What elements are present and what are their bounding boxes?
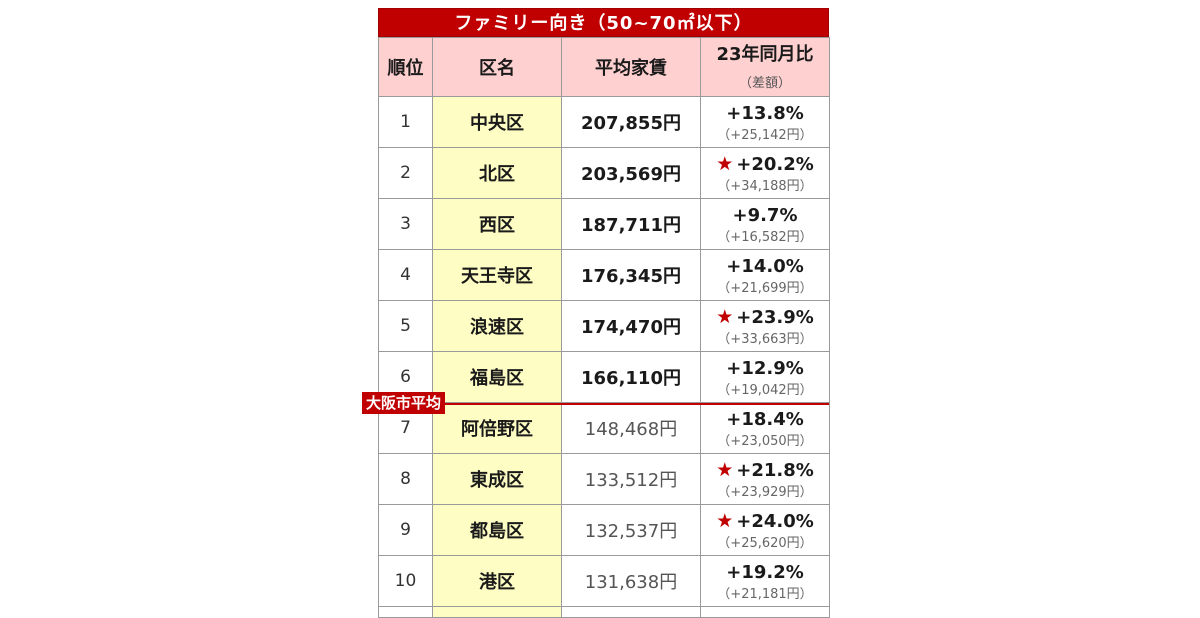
change-percent-value: +14.0% xyxy=(726,255,804,277)
change-diff: （+34,188円） xyxy=(717,179,813,194)
change-cell: ★ +21.8% （+23,929円） xyxy=(700,453,830,505)
table-row: 8 東成区 133,512円 ★ +21.8% （+23,929円） xyxy=(378,453,830,505)
change-diff: （+21,181円） xyxy=(717,586,813,602)
ward-cell: 北区 xyxy=(432,147,562,199)
rent-cell: 174,470円 xyxy=(561,300,701,352)
header-change-label: 23年同月比 xyxy=(716,43,814,65)
rent-cell: 176,345円 xyxy=(561,249,701,301)
table-row: 5 浪速区 174,470円 ★ +23.9% （+33,663円） xyxy=(378,300,830,352)
change-cell: +14.0% （+21,699円） xyxy=(700,249,830,301)
table-row: 4 天王寺区 176,345円 +14.0% （+21,699円） xyxy=(378,249,830,301)
table-row: 6 福島区 166,110円 +12.9% （+19,042円） xyxy=(378,351,830,403)
table-row: 9 都島区 132,537円 ★ +24.0% （+25,620円） xyxy=(378,504,830,556)
change-percent-value: +20.2% xyxy=(736,154,814,175)
table-row: 1 中央区 207,855円 +13.8% （+25,142円） xyxy=(378,96,830,148)
star-icon: ★ xyxy=(716,306,734,328)
change-percent: ★ +24.0% xyxy=(701,512,829,531)
table-row-partial xyxy=(378,606,830,618)
change-cell: +18.4% （+23,050円） xyxy=(700,402,830,454)
rank-cell: 8 xyxy=(378,453,433,505)
city-average-label: 大阪市平均 xyxy=(362,392,446,414)
change-diff: （+23,929円） xyxy=(717,485,813,500)
table-title: ファミリー向き（50~70㎡以下） xyxy=(378,8,829,37)
rank-cell: 3 xyxy=(378,198,433,250)
change-percent: ★ +21.8% xyxy=(701,461,829,480)
ward-cell: 浪速区 xyxy=(432,300,562,352)
rent-cell: 131,638円 xyxy=(561,555,701,607)
rent-cell: 203,569円 xyxy=(561,147,701,199)
rank-cell: 5 xyxy=(378,300,433,352)
ranking-table: 順位 区名 平均家賃 23年同月比 （差額） 1 中央区 207,855円 +13.8… xyxy=(378,37,830,618)
change-cell: +9.7% （+16,582円） xyxy=(700,198,830,250)
change-percent: +14.0% xyxy=(701,255,829,277)
change-percent-value: +18.4% xyxy=(726,408,804,430)
table-row: 2 北区 203,569円 ★ +20.2% （+34,188円） xyxy=(378,147,830,199)
rank-cell: 10 xyxy=(378,555,433,607)
change-diff: （+23,050円） xyxy=(717,433,813,449)
change-diff: （+16,582円） xyxy=(717,229,813,245)
rent-cell: 148,468円 xyxy=(561,402,701,454)
change-percent-value: +24.0% xyxy=(736,511,814,532)
change-cell: ★ +20.2% （+34,188円） xyxy=(700,147,830,199)
change-percent: +18.4% xyxy=(701,408,829,430)
header-row: 順位 区名 平均家賃 23年同月比 （差額） xyxy=(378,37,830,97)
rank-cell: 4 xyxy=(378,249,433,301)
change-percent: +12.9% xyxy=(701,357,829,379)
ward-cell: 東成区 xyxy=(432,453,562,505)
city-average-line xyxy=(378,403,829,405)
header-ward: 区名 xyxy=(432,37,562,97)
header-rank: 順位 xyxy=(378,37,433,97)
change-diff: （+25,620円） xyxy=(717,536,813,551)
change-percent-value: +21.8% xyxy=(736,460,814,481)
change-diff: （+33,663円） xyxy=(717,332,813,347)
rent-cell: 132,537円 xyxy=(561,504,701,556)
change-percent-value: +19.2% xyxy=(726,561,804,583)
change-percent-value: +12.9% xyxy=(726,357,804,379)
ward-cell: 港区 xyxy=(432,555,562,607)
ward-cell: 都島区 xyxy=(432,504,562,556)
table-row: 3 西区 187,711円 +9.7% （+16,582円） xyxy=(378,198,830,250)
header-rent: 平均家賃 xyxy=(561,37,701,97)
ward-cell: 天王寺区 xyxy=(432,249,562,301)
change-cell: +13.8% （+25,142円） xyxy=(700,96,830,148)
table-row: 7 阿倍野区 148,468円 +18.4% （+23,050円） xyxy=(378,402,830,454)
change-percent: +13.8% xyxy=(701,102,829,124)
header-change-sub: （差額） xyxy=(738,75,791,91)
rent-ranking-table: ファミリー向き（50~70㎡以下） 順位 区名 平均家賃 23年同月比 （差額）… xyxy=(378,8,830,618)
header-change: 23年同月比 （差額） xyxy=(700,37,830,97)
change-percent: ★ +23.9% xyxy=(701,308,829,327)
change-percent: +9.7% xyxy=(701,204,829,226)
star-icon: ★ xyxy=(716,459,734,481)
change-diff: （+19,042円） xyxy=(717,382,813,398)
change-percent-value: +23.9% xyxy=(736,307,814,328)
rent-cell: 133,512円 xyxy=(561,453,701,505)
ward-cell: 中央区 xyxy=(432,96,562,148)
change-diff: （+25,142円） xyxy=(717,127,813,143)
rank-cell: 9 xyxy=(378,504,433,556)
change-cell: ★ +24.0% （+25,620円） xyxy=(700,504,830,556)
change-percent-value: +9.7% xyxy=(732,204,798,226)
star-icon: ★ xyxy=(716,510,734,532)
change-cell: +19.2% （+21,181円） xyxy=(700,555,830,607)
change-percent-value: +13.8% xyxy=(726,102,804,124)
change-diff: （+21,699円） xyxy=(717,280,813,296)
rank-cell: 2 xyxy=(378,147,433,199)
rent-cell: 187,711円 xyxy=(561,198,701,250)
change-cell: ★ +23.9% （+33,663円） xyxy=(700,300,830,352)
rent-cell: 207,855円 xyxy=(561,96,701,148)
table-row: 10 港区 131,638円 +19.2% （+21,181円） xyxy=(378,555,830,607)
ward-cell: 福島区 xyxy=(432,351,562,403)
change-cell: +12.9% （+19,042円） xyxy=(700,351,830,403)
change-percent: +19.2% xyxy=(701,561,829,583)
change-percent: ★ +20.2% xyxy=(701,155,829,174)
rent-cell: 166,110円 xyxy=(561,351,701,403)
ward-cell: 西区 xyxy=(432,198,562,250)
star-icon: ★ xyxy=(716,153,734,175)
rank-cell: 1 xyxy=(378,96,433,148)
ward-cell: 阿倍野区 xyxy=(432,402,562,454)
